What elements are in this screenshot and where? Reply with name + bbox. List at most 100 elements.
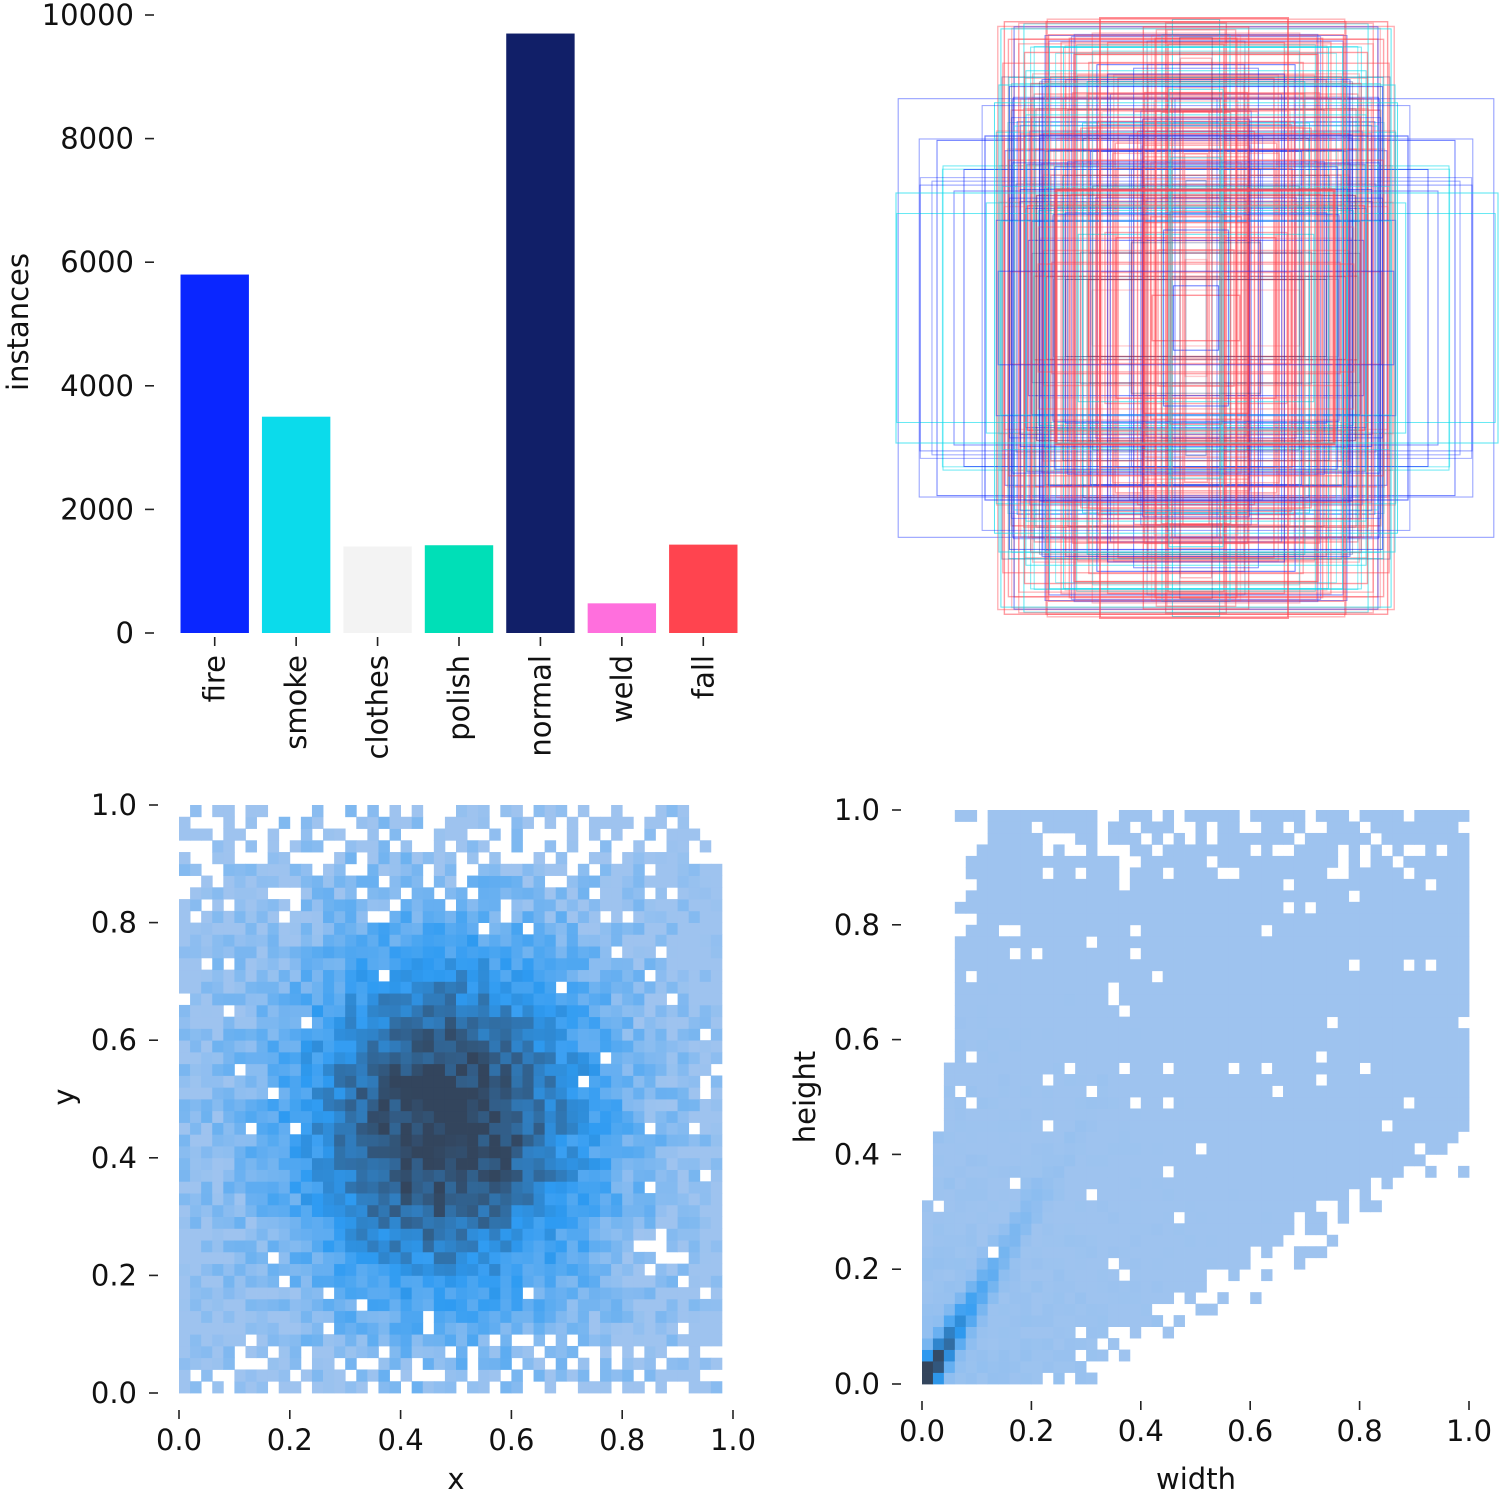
heatmap-cell bbox=[456, 1275, 468, 1288]
heatmap-cell bbox=[300, 1099, 313, 1112]
heatmap-cell bbox=[1447, 821, 1459, 834]
heatmap-cell bbox=[1250, 947, 1262, 960]
heatmap-cell bbox=[600, 840, 612, 853]
heatmap-cell bbox=[212, 1146, 224, 1159]
heatmap-cell bbox=[256, 1275, 269, 1288]
heatmap-cell bbox=[1272, 993, 1284, 1006]
heatmap-cell bbox=[666, 1051, 678, 1065]
heatmap-cell bbox=[655, 816, 667, 829]
heatmap-cell bbox=[1086, 1269, 1098, 1282]
heatmap-cell bbox=[976, 1234, 989, 1247]
heatmap-cell bbox=[1414, 1119, 1426, 1132]
heatmap-cell bbox=[511, 1087, 523, 1100]
heatmap-cell bbox=[1107, 821, 1120, 834]
heatmap-cell bbox=[1348, 1016, 1360, 1029]
heatmap-cell bbox=[998, 993, 1010, 1006]
heatmap-cell bbox=[544, 887, 557, 900]
heatmap-cell bbox=[555, 1251, 568, 1265]
heatmap-cell bbox=[1075, 1303, 1087, 1316]
heatmap-cell bbox=[1370, 821, 1382, 834]
heatmap-cell bbox=[533, 1134, 546, 1147]
heatmap-cell bbox=[710, 1251, 723, 1265]
heatmap-cell bbox=[1184, 1108, 1196, 1121]
heatmap-cell bbox=[1107, 867, 1120, 880]
heatmap-cell bbox=[323, 1334, 335, 1347]
heatmap-cell bbox=[489, 1051, 501, 1065]
heatmap-cell bbox=[212, 1216, 224, 1229]
heatmap-cell bbox=[345, 981, 357, 994]
heatmap-cell bbox=[600, 981, 612, 994]
heatmap-cell bbox=[245, 1287, 257, 1300]
heatmap-cell bbox=[456, 1369, 468, 1382]
heatmap-cell bbox=[311, 1075, 324, 1088]
heatmap-cell bbox=[1228, 1165, 1240, 1178]
heatmap-cell bbox=[633, 910, 645, 923]
heatmap-cell bbox=[1009, 1280, 1021, 1293]
label-box bbox=[1166, 29, 1226, 607]
heatmap-cell bbox=[256, 1251, 269, 1265]
heatmap-cell bbox=[566, 1063, 579, 1076]
heatmap-cell bbox=[1053, 1338, 1065, 1350]
heatmap-cell bbox=[511, 1051, 523, 1065]
heatmap-cell bbox=[1184, 1280, 1196, 1293]
heatmap-cell bbox=[278, 1251, 291, 1265]
heatmap-cell bbox=[1436, 993, 1448, 1006]
heatmap-cell bbox=[1042, 1039, 1054, 1052]
heatmap-cell bbox=[644, 1169, 656, 1182]
heatmap-cell bbox=[223, 1028, 235, 1041]
heatmap-cell bbox=[489, 1099, 501, 1112]
heatmap-cell bbox=[1392, 959, 1404, 972]
heatmap-cell bbox=[1042, 982, 1054, 995]
heatmap-cell bbox=[389, 1134, 401, 1147]
heatmap-cell bbox=[1195, 982, 1207, 995]
heatmap-cell bbox=[334, 1110, 346, 1123]
heatmap-cell bbox=[500, 1322, 512, 1335]
heatmap-cell bbox=[987, 867, 999, 880]
heatmap-cell bbox=[688, 1063, 701, 1076]
heatmap-cell bbox=[1162, 1211, 1175, 1224]
heatmap-cell bbox=[267, 1240, 280, 1253]
heatmap-cell bbox=[356, 946, 368, 959]
heatmap-cell bbox=[234, 1204, 246, 1217]
heatmap-cell bbox=[611, 1287, 623, 1300]
heatmap-cell bbox=[954, 1005, 967, 1018]
heatmap-cell bbox=[223, 1146, 235, 1159]
heatmap-cell bbox=[1370, 1200, 1382, 1213]
heatmap-cell bbox=[1217, 959, 1229, 972]
heatmap-cell bbox=[367, 1275, 379, 1288]
heatmap-cell bbox=[1097, 1142, 1109, 1155]
heatmap-cell bbox=[190, 1228, 202, 1241]
heatmap-cell bbox=[267, 1146, 280, 1159]
heatmap-cell bbox=[190, 1169, 202, 1182]
bar-x-tick-label: polish bbox=[442, 655, 476, 741]
heatmap-cell bbox=[1118, 1315, 1131, 1327]
heatmap-cell bbox=[1370, 890, 1382, 903]
heatmap-cell bbox=[555, 899, 568, 912]
heatmap-cell bbox=[378, 1087, 390, 1100]
heatmap-cell bbox=[478, 1040, 490, 1053]
heatmap-cell bbox=[1129, 1085, 1142, 1098]
heatmap-cell bbox=[998, 970, 1010, 983]
heatmap-cell bbox=[433, 1157, 446, 1170]
heatmap-cell bbox=[234, 887, 246, 900]
heatmap-cell bbox=[367, 1345, 379, 1359]
heatmap-cell bbox=[954, 1097, 967, 1109]
heatmap-cell bbox=[223, 1345, 235, 1359]
heatmap-cell bbox=[1118, 1257, 1131, 1270]
heatmap-cell bbox=[278, 981, 291, 994]
heatmap-cell bbox=[1283, 1074, 1295, 1086]
heatmap-cell bbox=[566, 993, 579, 1006]
heatmap-cell bbox=[400, 946, 413, 959]
heatmap-cell bbox=[644, 1110, 656, 1123]
heatmap-cell bbox=[688, 981, 701, 994]
heatmap-cell bbox=[334, 1287, 346, 1300]
heatmap-cell bbox=[1425, 924, 1437, 937]
heatmap-cell bbox=[489, 1263, 501, 1276]
label-box bbox=[1076, 74, 1316, 562]
heatmap-cell bbox=[932, 1142, 945, 1155]
heatmap-cell bbox=[533, 863, 546, 876]
heatmap-cell bbox=[600, 1193, 612, 1206]
heatmap-cell bbox=[179, 1381, 191, 1394]
heatmap-cell bbox=[223, 981, 235, 994]
heatmap-cell bbox=[1436, 878, 1448, 891]
